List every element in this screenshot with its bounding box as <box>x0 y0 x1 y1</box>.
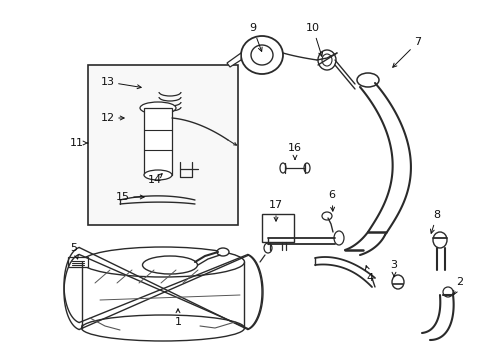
Ellipse shape <box>333 231 343 245</box>
Ellipse shape <box>143 170 172 180</box>
Text: 7: 7 <box>414 37 421 47</box>
Text: 6: 6 <box>328 190 335 200</box>
Text: 5: 5 <box>70 243 77 253</box>
Bar <box>88 65 238 225</box>
Text: 4: 4 <box>366 273 373 283</box>
Text: 15: 15 <box>116 192 130 202</box>
Ellipse shape <box>280 163 285 173</box>
Ellipse shape <box>82 248 244 276</box>
Text: 3: 3 <box>390 260 397 270</box>
Ellipse shape <box>317 50 335 70</box>
Bar <box>262 214 293 242</box>
Ellipse shape <box>81 247 244 277</box>
Text: 11: 11 <box>70 138 84 148</box>
Ellipse shape <box>432 232 446 248</box>
Ellipse shape <box>391 275 403 289</box>
Ellipse shape <box>241 36 283 74</box>
Text: 16: 16 <box>287 143 302 153</box>
Ellipse shape <box>142 256 197 274</box>
Text: 10: 10 <box>305 23 319 33</box>
Text: 1: 1 <box>174 317 181 327</box>
Ellipse shape <box>81 315 244 341</box>
Text: 17: 17 <box>268 200 283 210</box>
Ellipse shape <box>304 163 309 173</box>
Ellipse shape <box>321 212 331 220</box>
Bar <box>143 108 172 175</box>
Ellipse shape <box>264 243 271 253</box>
Bar <box>68 257 88 267</box>
Ellipse shape <box>356 73 378 87</box>
Polygon shape <box>82 262 244 326</box>
Ellipse shape <box>250 45 272 65</box>
Text: 8: 8 <box>432 210 440 220</box>
Text: 9: 9 <box>249 23 256 33</box>
Text: 13: 13 <box>101 77 115 87</box>
Ellipse shape <box>217 248 228 256</box>
Text: 14: 14 <box>148 175 162 185</box>
Ellipse shape <box>442 287 452 297</box>
Text: 12: 12 <box>101 113 115 123</box>
Ellipse shape <box>140 102 176 114</box>
Ellipse shape <box>321 54 331 66</box>
Text: 2: 2 <box>455 277 463 287</box>
Ellipse shape <box>82 315 244 337</box>
Polygon shape <box>226 53 241 67</box>
